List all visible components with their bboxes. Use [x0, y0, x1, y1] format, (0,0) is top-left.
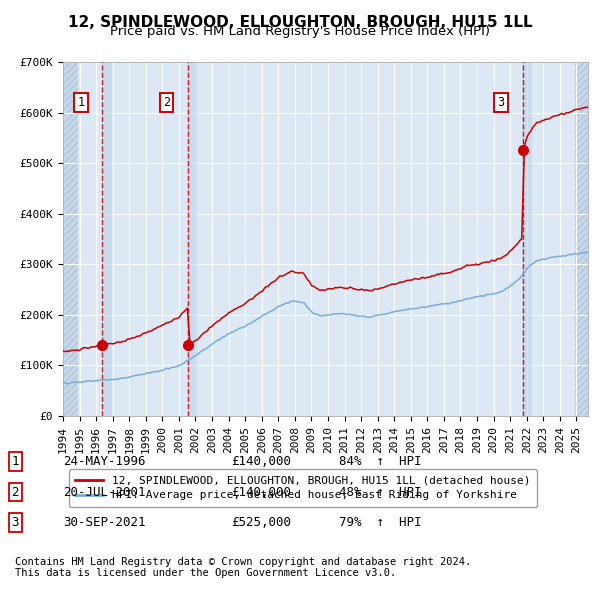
Text: £140,000: £140,000: [231, 486, 291, 499]
Text: 48%  ↑  HPI: 48% ↑ HPI: [339, 486, 421, 499]
Text: 79%  ↑  HPI: 79% ↑ HPI: [339, 516, 421, 529]
Text: Price paid vs. HM Land Registry's House Price Index (HPI): Price paid vs. HM Land Registry's House …: [110, 25, 490, 38]
Polygon shape: [63, 62, 78, 416]
Text: 1: 1: [11, 455, 19, 468]
Bar: [187, 62, 197, 416]
Text: 3: 3: [497, 96, 505, 109]
Text: £525,000: £525,000: [231, 516, 291, 529]
Text: 84%  ↑  HPI: 84% ↑ HPI: [339, 455, 421, 468]
Legend: 12, SPINDLEWOOD, ELLOUGHTON, BROUGH, HU15 1LL (detached house), HPI: Average pri: 12, SPINDLEWOOD, ELLOUGHTON, BROUGH, HU1…: [68, 469, 537, 507]
Text: 12, SPINDLEWOOD, ELLOUGHTON, BROUGH, HU15 1LL: 12, SPINDLEWOOD, ELLOUGHTON, BROUGH, HU1…: [68, 15, 532, 30]
Text: 2: 2: [11, 486, 19, 499]
Text: 1: 1: [77, 96, 85, 109]
Text: This data is licensed under the Open Government Licence v3.0.: This data is licensed under the Open Gov…: [15, 569, 396, 578]
Text: Contains HM Land Registry data © Crown copyright and database right 2024.: Contains HM Land Registry data © Crown c…: [15, 557, 471, 566]
Bar: [101, 62, 112, 416]
Text: 3: 3: [11, 516, 19, 529]
Text: 30-SEP-2021: 30-SEP-2021: [63, 516, 146, 529]
Bar: [522, 62, 532, 416]
Text: 20-JUL-2001: 20-JUL-2001: [63, 486, 146, 499]
Text: 24-MAY-1996: 24-MAY-1996: [63, 455, 146, 468]
Polygon shape: [575, 62, 588, 416]
Text: 2: 2: [163, 96, 170, 109]
Text: £140,000: £140,000: [231, 455, 291, 468]
